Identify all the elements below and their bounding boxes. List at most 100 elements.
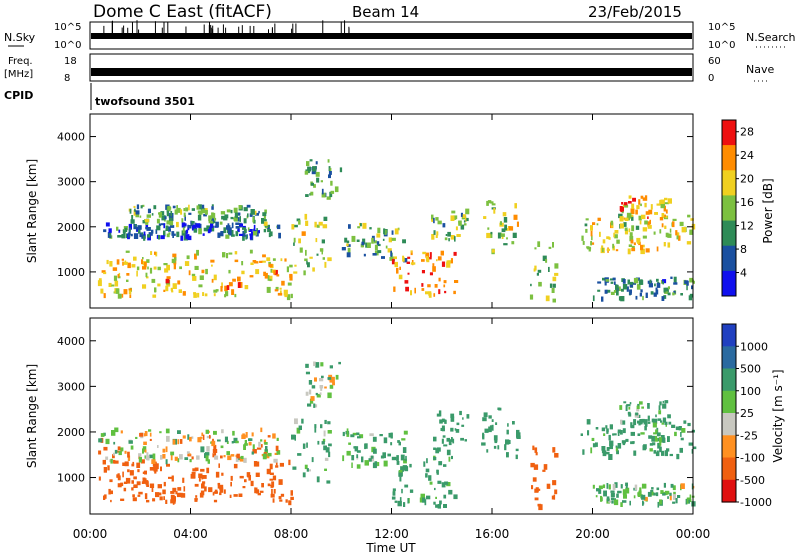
data-cell xyxy=(186,255,190,260)
data-cell xyxy=(580,433,583,436)
data-cell xyxy=(220,455,223,459)
data-cell xyxy=(314,428,317,433)
data-cell xyxy=(629,402,632,405)
data-cell xyxy=(249,234,253,240)
data-cell xyxy=(533,268,536,272)
data-cell xyxy=(628,413,632,417)
data-cell xyxy=(226,253,229,259)
data-cell xyxy=(237,217,240,222)
data-cell xyxy=(319,248,324,252)
data-cell xyxy=(195,495,198,498)
freq-label: Freq. xyxy=(8,56,33,67)
data-cell xyxy=(640,195,644,199)
data-cell xyxy=(279,462,284,467)
data-cell xyxy=(315,404,318,408)
data-cell xyxy=(426,458,428,464)
data-cell xyxy=(332,382,335,386)
data-cell xyxy=(234,259,239,263)
data-cell xyxy=(186,229,189,234)
data-cell xyxy=(669,228,672,233)
data-cell xyxy=(687,214,691,218)
data-cell xyxy=(360,243,364,248)
data-cell xyxy=(410,250,413,253)
data-cell xyxy=(433,230,436,235)
data-cell xyxy=(686,241,692,245)
data-cell xyxy=(132,497,137,502)
data-cell xyxy=(637,494,641,497)
data-cell xyxy=(297,453,302,456)
data-cell xyxy=(663,214,666,217)
data-cell xyxy=(233,494,238,497)
y-tick-label: 2000 xyxy=(57,426,85,439)
data-cell xyxy=(642,235,647,239)
data-cell xyxy=(669,453,673,457)
data-cell xyxy=(680,437,684,441)
colorbar-tick-label: 16 xyxy=(740,196,754,209)
data-cell xyxy=(450,418,453,422)
nsky-label: N.Sky xyxy=(4,31,36,44)
data-cell xyxy=(329,384,334,389)
data-cell xyxy=(277,292,283,296)
data-cell xyxy=(233,207,238,213)
data-cell xyxy=(641,418,645,423)
data-cell xyxy=(328,443,332,447)
x-tick-label: 04:00 xyxy=(173,527,208,541)
data-cell xyxy=(231,289,235,295)
data-cell xyxy=(249,233,254,236)
data-cell xyxy=(172,283,177,289)
data-cell xyxy=(159,431,162,434)
data-cell xyxy=(590,225,593,231)
data-cell xyxy=(628,195,632,199)
data-cell xyxy=(163,496,165,500)
data-cell xyxy=(141,259,144,265)
data-cell xyxy=(636,205,640,210)
data-cell xyxy=(192,468,197,472)
data-cell xyxy=(667,198,672,204)
data-cell xyxy=(112,452,115,456)
data-cell xyxy=(187,224,189,230)
data-cell xyxy=(613,498,616,501)
data-cell xyxy=(226,209,231,213)
data-cell xyxy=(304,464,308,470)
data-cell xyxy=(630,239,634,244)
data-cell xyxy=(429,252,432,258)
data-cell xyxy=(133,205,136,208)
data-cell xyxy=(421,288,425,291)
data-cell xyxy=(454,236,456,242)
data-cell xyxy=(321,239,325,244)
data-cell xyxy=(220,211,226,215)
data-cell xyxy=(250,262,254,265)
data-cell xyxy=(658,437,662,443)
data-cell xyxy=(236,212,241,216)
data-cell xyxy=(659,446,662,453)
data-cell xyxy=(129,227,131,232)
data-cell xyxy=(487,200,492,204)
data-cell xyxy=(200,207,206,214)
data-cell xyxy=(633,277,639,284)
data-cell xyxy=(608,484,611,490)
data-cell xyxy=(276,437,279,441)
data-cell xyxy=(545,295,550,302)
data-cell xyxy=(311,457,314,463)
data-cell xyxy=(238,456,241,461)
data-cell xyxy=(662,417,667,423)
data-cell xyxy=(622,428,626,434)
data-cell xyxy=(620,502,623,507)
data-cell xyxy=(315,392,318,396)
data-cell xyxy=(154,287,157,292)
data-cell xyxy=(272,433,276,439)
data-cell xyxy=(309,256,313,259)
data-cell xyxy=(243,457,247,463)
data-cell xyxy=(231,222,234,229)
data-cell xyxy=(324,386,327,389)
data-cell xyxy=(680,432,682,437)
data-cell xyxy=(201,432,204,436)
data-cell xyxy=(224,214,229,219)
freq-tick-top: 18 xyxy=(64,56,77,67)
data-cell xyxy=(219,232,224,236)
data-cell xyxy=(370,455,374,459)
data-cell xyxy=(191,456,194,460)
data-cell xyxy=(511,241,515,245)
data-cell xyxy=(376,241,380,246)
data-cell xyxy=(245,432,248,438)
